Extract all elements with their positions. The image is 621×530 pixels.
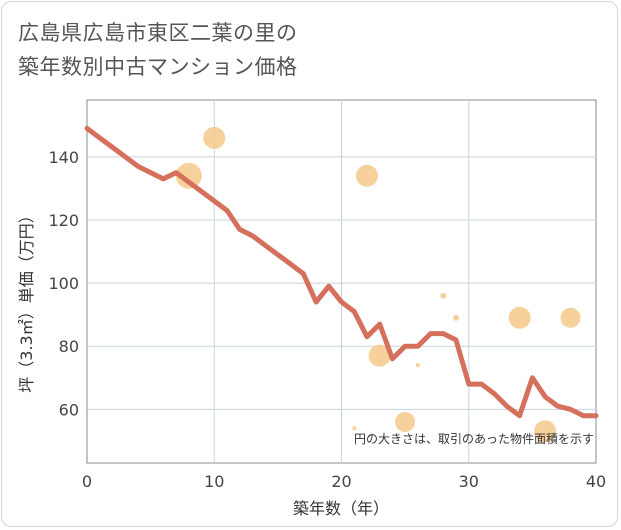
transaction-bubble — [352, 426, 357, 431]
x-tick-label: 10 — [204, 472, 224, 491]
chart-title-line-2: 築年数別中古マンション価格 — [18, 55, 298, 79]
transaction-bubble — [355, 164, 378, 187]
bubble-series — [175, 126, 581, 443]
transaction-bubble — [453, 314, 460, 321]
transaction-bubble — [175, 162, 202, 189]
price-line-series — [84, 125, 599, 419]
y-tick-label: 80 — [59, 337, 79, 356]
x-tick-label: 0 — [82, 472, 92, 491]
average-price-line — [84, 125, 599, 419]
transaction-bubble — [368, 344, 391, 367]
y-tick-label: 60 — [59, 400, 79, 419]
bubble-size-note: 円の大きさは、取引のあった物件面積を示す — [354, 431, 594, 446]
transaction-bubble — [534, 420, 557, 443]
chart-title: 広島県広島市東区二葉の里の 築年数別中古マンション価格 — [18, 16, 298, 84]
transaction-bubble — [395, 411, 416, 432]
transaction-bubble — [203, 126, 226, 149]
y-tick-label: 140 — [48, 148, 79, 167]
transaction-bubble — [440, 292, 447, 299]
x-tick-label: 30 — [459, 472, 479, 491]
x-tick-label: 40 — [586, 472, 606, 491]
y-axis-label: 坪（3.3㎡）単価（万円） — [17, 207, 36, 392]
transaction-bubble — [508, 306, 531, 329]
transaction-bubble — [415, 363, 420, 368]
y-tick-label: 120 — [48, 211, 79, 230]
x-tick-labels: 0 10 20 30 40 — [82, 472, 606, 491]
y-tick-label: 100 — [48, 274, 79, 293]
grid-lines — [87, 100, 596, 463]
x-tick-label: 20 — [331, 472, 351, 491]
transaction-bubble — [560, 307, 581, 328]
chart-title-line-1: 広島県広島市東区二葉の里の — [18, 21, 298, 45]
y-tick-labels: 60 80 100 120 140 — [48, 148, 79, 420]
x-axis-label: 築年数（年） — [293, 499, 389, 518]
